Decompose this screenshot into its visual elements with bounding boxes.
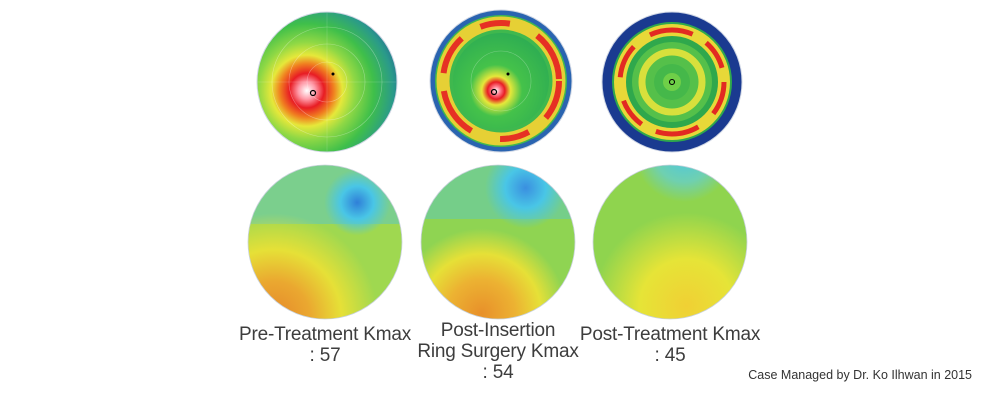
post-insertion-caption: Post-Insertion Ring Surgery Kmax : 54 bbox=[398, 320, 598, 383]
caption-line: Pre-Treatment Kmax bbox=[238, 324, 412, 345]
pre-treatment-elevation-map bbox=[247, 164, 403, 320]
case-credit: Case Managed by Dr. Ko Ilhwan in 2015 bbox=[748, 368, 972, 382]
pre-treatment-curvature-map bbox=[255, 10, 399, 154]
caption-line: : 45 bbox=[654, 345, 686, 366]
post-insertion-elevation-map bbox=[420, 164, 576, 320]
post-treatment-elevation-map bbox=[592, 164, 748, 320]
caption-line: Post-Treatment Kmax bbox=[579, 324, 761, 345]
post-insertion-curvature-map bbox=[428, 8, 574, 154]
caption-line: : 54 bbox=[482, 362, 514, 383]
caption-line: : 57 bbox=[309, 345, 341, 366]
post-treatment-caption: Post-Treatment Kmax : 45 bbox=[570, 324, 770, 366]
post-treatment-curvature-map bbox=[600, 10, 744, 154]
pre-treatment-caption: Pre-Treatment Kmax : 57 bbox=[225, 324, 425, 366]
caption-line: Post-Insertion bbox=[440, 320, 556, 341]
caption-line: Ring Surgery Kmax bbox=[417, 341, 579, 362]
